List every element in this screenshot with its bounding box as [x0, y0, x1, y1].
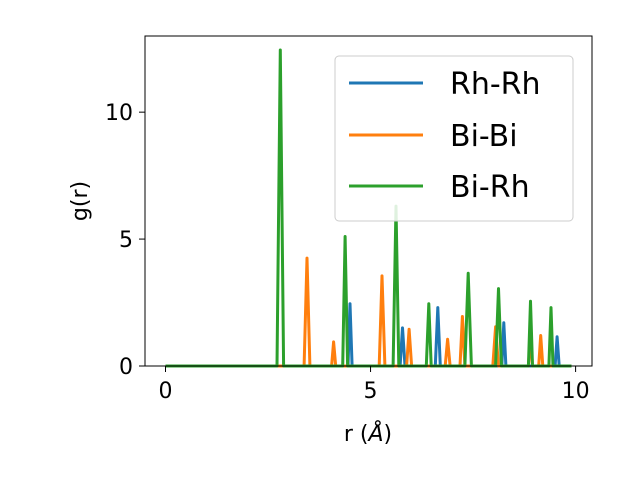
legend-label-bi-rh: Bi-Rh — [450, 170, 530, 205]
y-tick-label: 0 — [119, 355, 133, 380]
x-tick-label: 10 — [562, 379, 590, 404]
legend-box — [334, 55, 574, 222]
legend: Rh-Rh Bi-Bi Bi-Rh — [334, 55, 574, 222]
x-axis-ticks: 0 5 10 — [159, 366, 590, 404]
x-axis-label-unit: Å — [366, 420, 383, 447]
legend-label-rh-rh: Rh-Rh — [450, 67, 541, 102]
x-tick-label: 5 — [364, 379, 378, 404]
legend-label-bi-bi: Bi-Bi — [450, 119, 518, 154]
x-axis-label-tail: ) — [384, 422, 393, 447]
x-axis-label: r (Å) — [344, 420, 392, 447]
y-axis-ticks: 0 5 10 — [105, 101, 145, 380]
x-tick-label: 0 — [159, 379, 173, 404]
series-line-rh-rh — [165, 302, 572, 368]
x-axis-label-main: r ( — [344, 422, 369, 447]
y-tick-label: 5 — [119, 228, 133, 253]
y-axis-label: g(r) — [68, 181, 93, 221]
y-tick-label: 10 — [105, 101, 133, 126]
plot-frame — [144, 35, 593, 367]
